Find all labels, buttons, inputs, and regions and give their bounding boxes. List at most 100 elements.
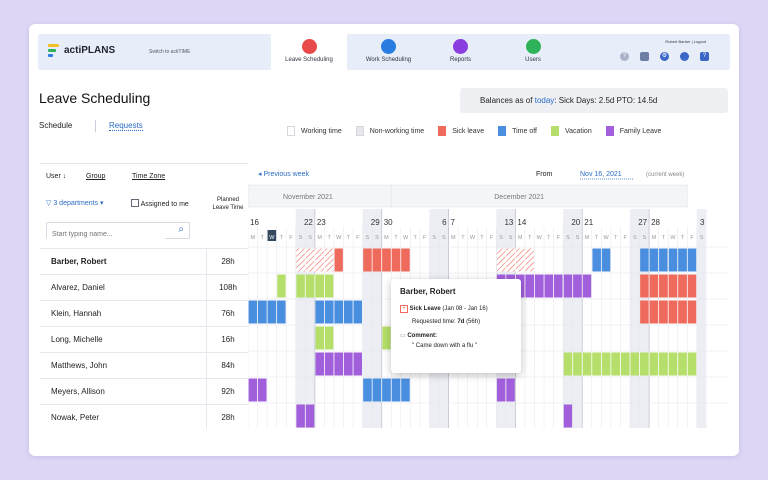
- weekday-letter: T: [280, 235, 284, 241]
- user-row[interactable]: Alvarez, Daniel 108h: [40, 274, 249, 300]
- legend-swatch: [498, 126, 507, 136]
- week-end-label: 20: [571, 218, 580, 227]
- leave-block-family[interactable]: [315, 352, 362, 376]
- user-name[interactable]: Meyers, Allison: [51, 387, 105, 396]
- weekday-letter: S: [375, 235, 379, 241]
- user-name[interactable]: Long, Michelle: [51, 335, 103, 344]
- week-start-label: 7: [451, 218, 456, 227]
- help-icon[interactable]: ?: [620, 52, 629, 61]
- user-row[interactable]: Meyers, Allison 92h: [40, 378, 249, 404]
- user-profile-icon[interactable]: [680, 52, 689, 61]
- day-column: [305, 209, 315, 428]
- leave-block-sick[interactable]: [363, 248, 410, 272]
- weekday-letter: S: [633, 235, 637, 241]
- sick-days-balance: Sick Days: 2.5d: [558, 96, 615, 105]
- day-column: [620, 209, 630, 428]
- logo[interactable]: actiPLANS: [48, 43, 115, 58]
- logout-link[interactable]: Logout: [693, 39, 706, 44]
- day-column: [591, 209, 602, 428]
- planned-hours: 84h: [221, 361, 235, 370]
- previous-week-link[interactable]: ◂ Previous week: [258, 171, 309, 178]
- tab-divider: [95, 120, 96, 132]
- weekday-letter: M: [518, 235, 523, 241]
- settings-gear-icon[interactable]: ⚙: [660, 52, 669, 61]
- legend-swatch: [438, 126, 447, 136]
- leave-tooltip: Barber, Robert + Sick Leave (Jan 08 - Ja…: [391, 279, 521, 373]
- legend-swatch: [605, 126, 614, 136]
- logo-text: actiPLANS: [64, 45, 116, 56]
- from-date-picker[interactable]: Nov 16, 2021: [580, 171, 622, 178]
- weekday-letter: S: [366, 235, 370, 241]
- sort-by-user[interactable]: User ↓: [46, 173, 67, 180]
- tab-requests[interactable]: Requests: [109, 121, 143, 131]
- user-row[interactable]: Matthews, John 84h: [40, 352, 249, 378]
- weekday-letter: W: [470, 235, 476, 241]
- switch-to-actitime-link[interactable]: Switch to actiTIME: [149, 49, 191, 55]
- user-name[interactable]: Alvarez, Daniel: [51, 283, 105, 292]
- legend-item: Non-working time: [355, 126, 424, 136]
- group-link[interactable]: Group: [86, 173, 106, 180]
- weekday-letter: M: [317, 235, 322, 241]
- leave-block-vacation[interactable]: [382, 326, 391, 350]
- leave-block-vacation[interactable]: [277, 274, 286, 298]
- weekday-letter: M: [585, 235, 590, 241]
- weekday-letter: T: [461, 235, 465, 241]
- tab-leave-scheduling[interactable]: Leave Scheduling: [271, 34, 347, 70]
- leave-block-timeoff[interactable]: [363, 378, 410, 402]
- user-name-link[interactable]: Robert Barber | Logout: [665, 39, 706, 44]
- week-start-label: 16: [250, 218, 259, 227]
- calendar-icon[interactable]: [640, 52, 649, 61]
- balances-prefix: Balances as of: [480, 96, 533, 105]
- tab-users[interactable]: Users: [499, 34, 567, 70]
- weekday-letter: W: [403, 235, 409, 241]
- legend-label: Time off: [512, 127, 537, 135]
- search-icon[interactable]: ⌕: [178, 224, 184, 235]
- page-title: Leave Scheduling: [39, 90, 151, 106]
- tab-reports[interactable]: Reports: [428, 34, 493, 70]
- user-name[interactable]: Matthews, John: [51, 361, 108, 370]
- week-start-label: 14: [517, 218, 526, 227]
- user-row[interactable]: Long, Michelle 16h: [40, 326, 249, 352]
- day-column: [553, 209, 564, 428]
- day-column: [582, 209, 592, 428]
- users-panel: User ↓ Group Time Zone ▽ 3 departments ▾…: [40, 163, 249, 430]
- month-label: December 2021: [494, 194, 544, 201]
- time-zone-link[interactable]: Time Zone: [132, 173, 166, 180]
- user-name[interactable]: Klein, Hannah: [51, 309, 102, 318]
- reports-icon: [453, 39, 468, 54]
- leave-block-timeoff[interactable]: [640, 248, 668, 272]
- assigned-to-me-checkbox[interactable]: Assigned to me: [131, 199, 189, 208]
- user-row[interactable]: Klein, Hannah 76h: [40, 300, 249, 326]
- planned-hours: 28h: [221, 413, 235, 422]
- leave-block-timeoff[interactable]: [668, 248, 697, 272]
- legend-item: Vacation: [551, 126, 592, 136]
- pto-balance: PTO: 14.5d: [616, 96, 658, 105]
- departments-filter[interactable]: ▽ 3 departments ▾: [46, 200, 104, 207]
- user-name[interactable]: Nowak, Peter: [51, 413, 100, 422]
- weekday-letter: F: [356, 235, 360, 241]
- balances-today[interactable]: today: [534, 96, 555, 105]
- week-start-label: 23: [317, 218, 326, 227]
- leave-block-timeoff[interactable]: [315, 300, 362, 324]
- week-end-label: 6: [442, 218, 447, 227]
- tab-label: Reports: [449, 57, 471, 63]
- legend-swatch: [355, 126, 364, 136]
- planned-hours: 108h: [219, 283, 237, 292]
- leave-block-family[interactable]: [563, 274, 592, 298]
- user-row[interactable]: Nowak, Peter 28h: [40, 404, 249, 430]
- weekday-letter: T: [681, 235, 685, 241]
- day-column: [630, 209, 640, 428]
- weekday-letter: T: [480, 235, 484, 241]
- weekday-letter: T: [528, 235, 532, 241]
- tab-schedule[interactable]: Schedule: [39, 121, 73, 130]
- leave-block-sick[interactable]: [334, 248, 343, 272]
- search-box[interactable]: ⌕: [46, 222, 190, 242]
- search-input[interactable]: [47, 227, 165, 242]
- month-header: [390, 184, 688, 208]
- tab-work-scheduling[interactable]: Work Scheduling: [349, 34, 428, 70]
- leave-block-family[interactable]: [563, 404, 573, 428]
- current-week-label: (current week): [646, 172, 684, 178]
- user-name[interactable]: Barber, Robert: [51, 257, 107, 266]
- info-icon[interactable]: ?: [700, 52, 709, 61]
- user-row[interactable]: Barber, Robert 28h: [40, 248, 249, 274]
